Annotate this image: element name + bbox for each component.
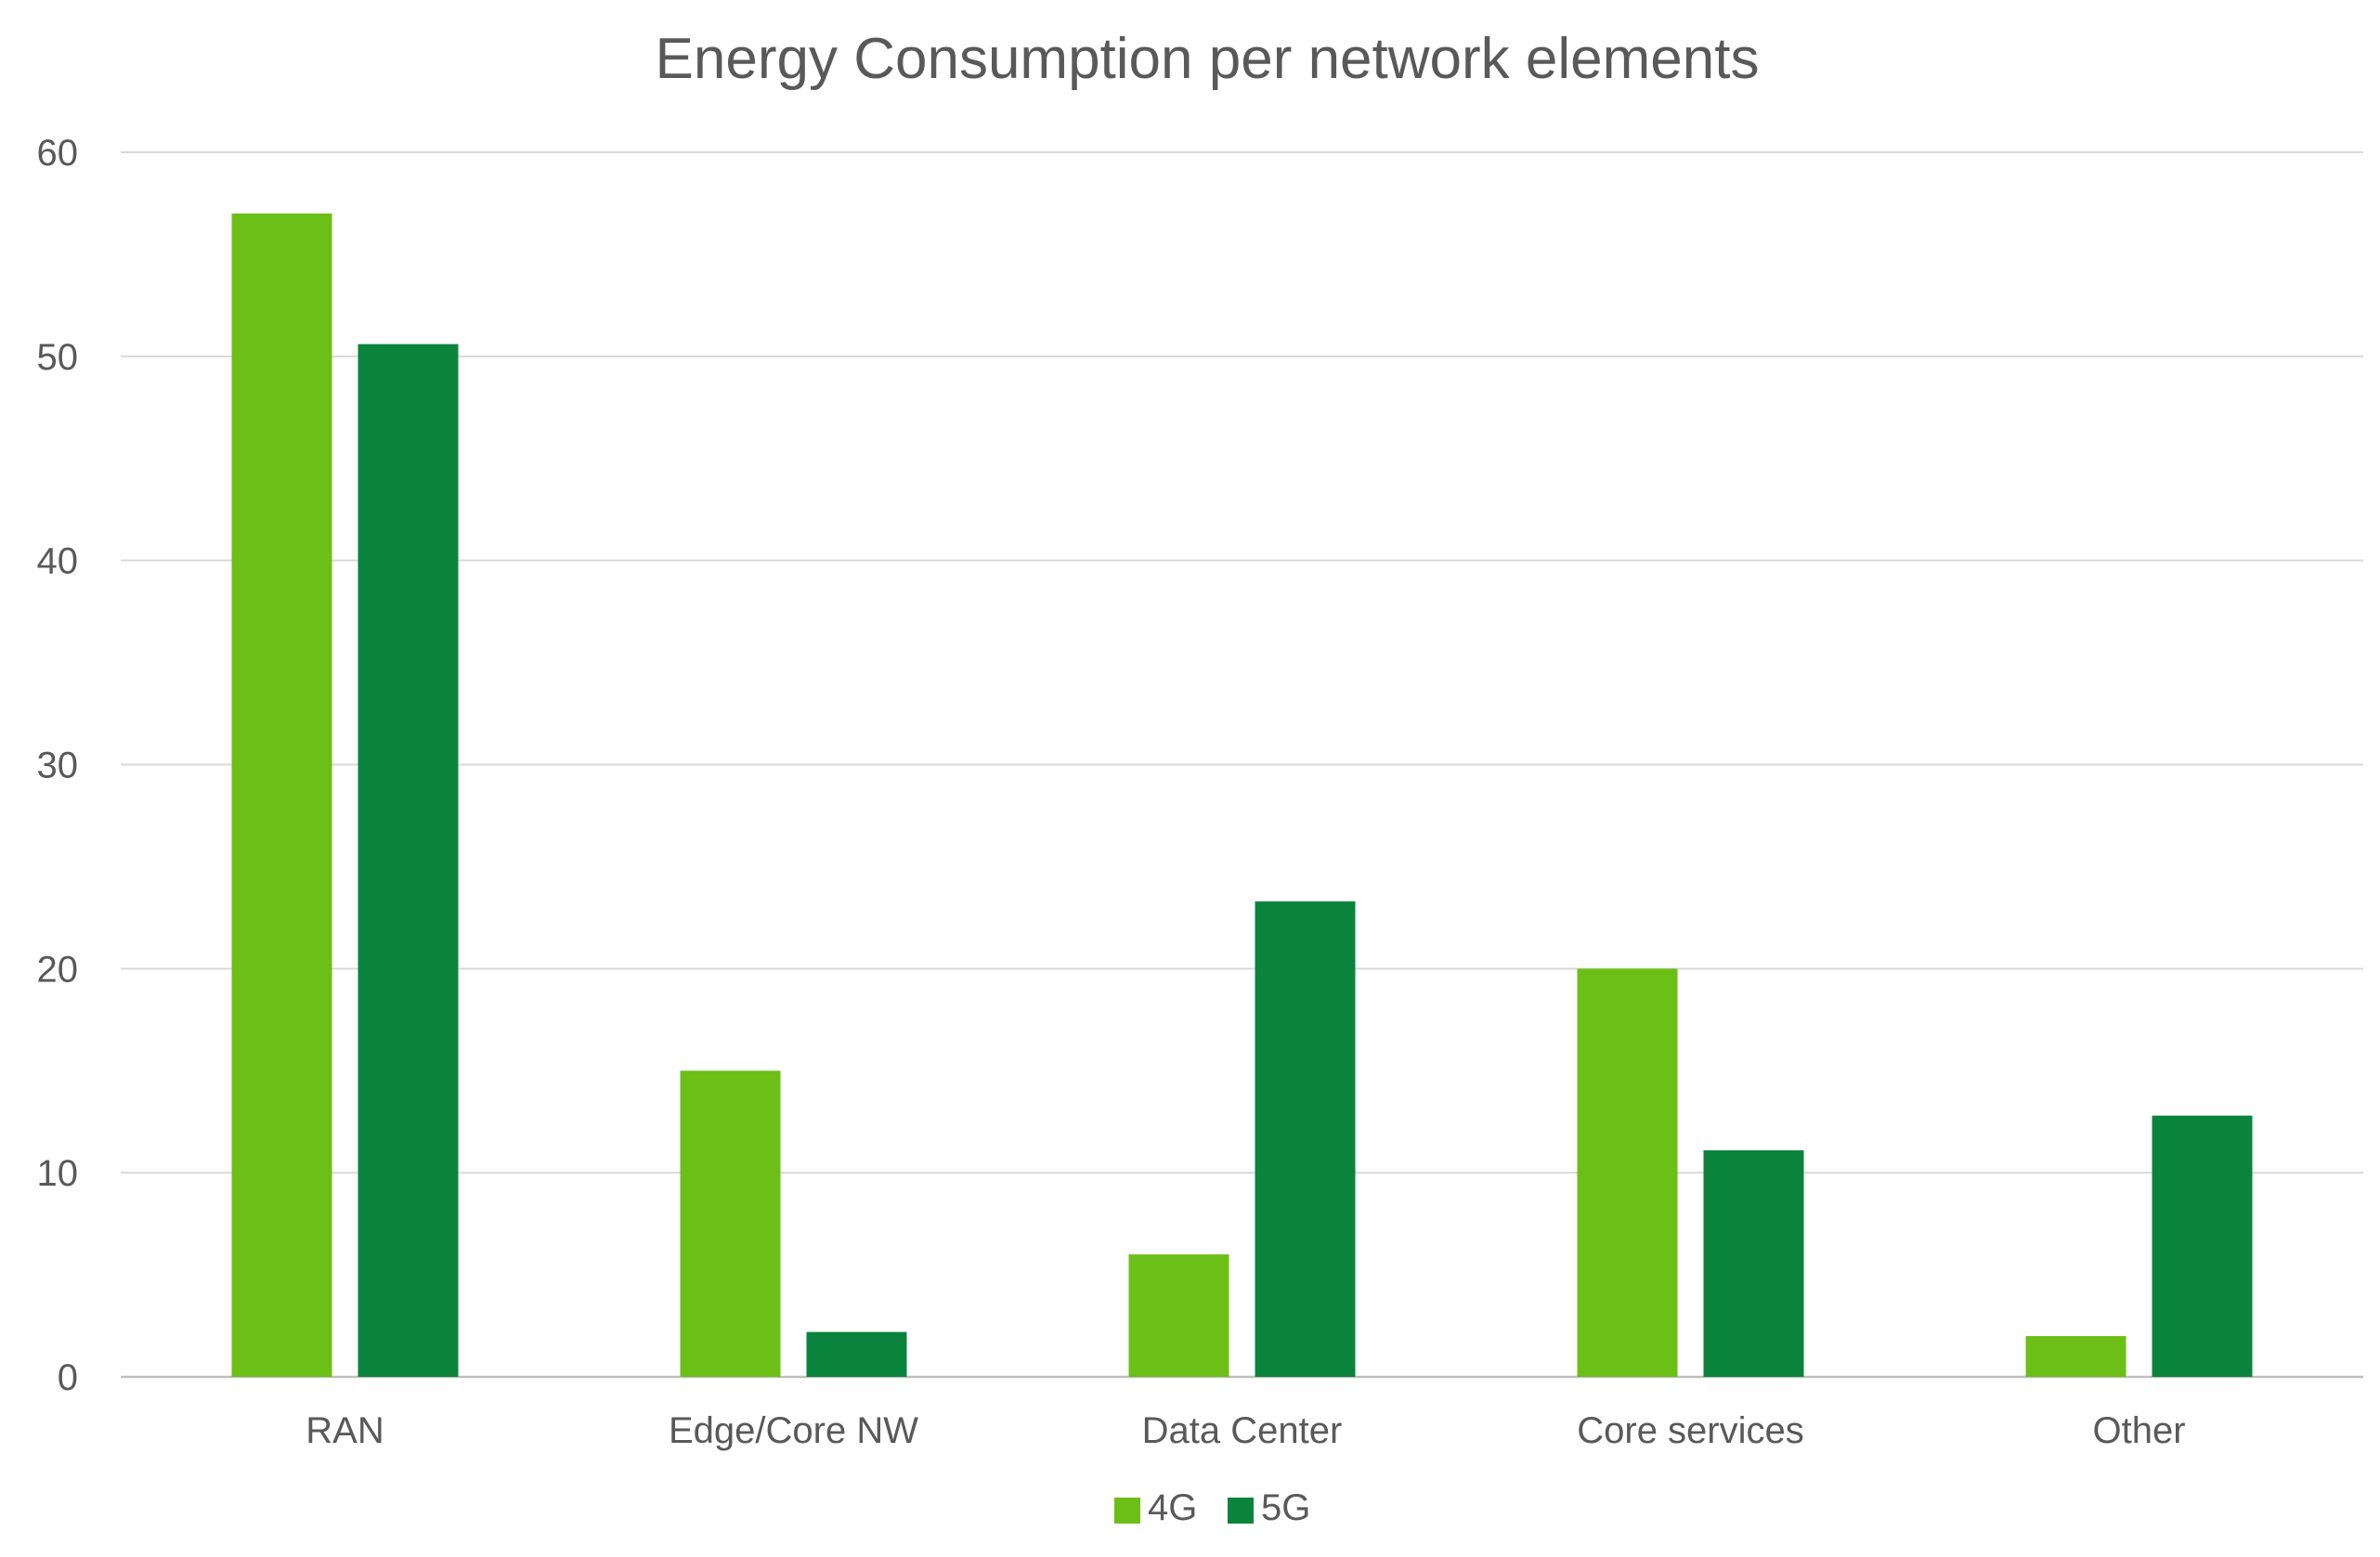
x-category-label: Data Center xyxy=(1142,1410,1343,1451)
bar-5g-data-center xyxy=(1255,901,1356,1377)
legend-label-4g: 4G xyxy=(1148,1487,1197,1528)
bars xyxy=(231,213,2253,1378)
bar-4g-core-services xyxy=(1577,968,1678,1377)
bar-5g-core-services xyxy=(1703,1149,1804,1377)
x-category-label: Edge/Core NW xyxy=(669,1410,918,1451)
bar-4g-ran xyxy=(231,213,332,1378)
bar-4g-edge-core-nw xyxy=(680,1070,781,1377)
y-tick-label: 20 xyxy=(37,949,79,990)
legend: 4G 5G xyxy=(1114,1487,1310,1528)
legend-label-5g: 5G xyxy=(1261,1487,1310,1528)
bar-5g-edge-core-nw xyxy=(806,1331,907,1377)
x-category-label: RAN xyxy=(306,1410,384,1451)
y-tick-label: 0 xyxy=(58,1357,78,1398)
y-tick-label: 40 xyxy=(37,541,79,582)
bar-4g-other xyxy=(2025,1336,2126,1377)
x-category-label: Core services xyxy=(1577,1410,1804,1451)
chart-title: Energy Consumption per network elements xyxy=(656,27,1760,91)
x-axis-category-labels: RAN Edge/Core NW Data Center Core services O… xyxy=(306,1410,2185,1451)
x-category-label: Other xyxy=(2092,1410,2185,1451)
bar-5g-other xyxy=(2152,1115,2253,1377)
bar-5g-ran xyxy=(358,344,459,1378)
gridlines xyxy=(121,151,2363,1379)
y-tick-label: 50 xyxy=(37,337,79,378)
y-axis-tick-labels: 0 10 20 30 40 50 60 xyxy=(37,133,79,1398)
y-tick-label: 30 xyxy=(37,746,79,786)
y-tick-label: 60 xyxy=(37,133,79,174)
legend-swatch-4g xyxy=(1114,1498,1140,1524)
legend-swatch-5g xyxy=(1228,1498,1254,1524)
bar-4g-data-center xyxy=(1128,1254,1229,1377)
y-tick-label: 10 xyxy=(37,1153,79,1194)
